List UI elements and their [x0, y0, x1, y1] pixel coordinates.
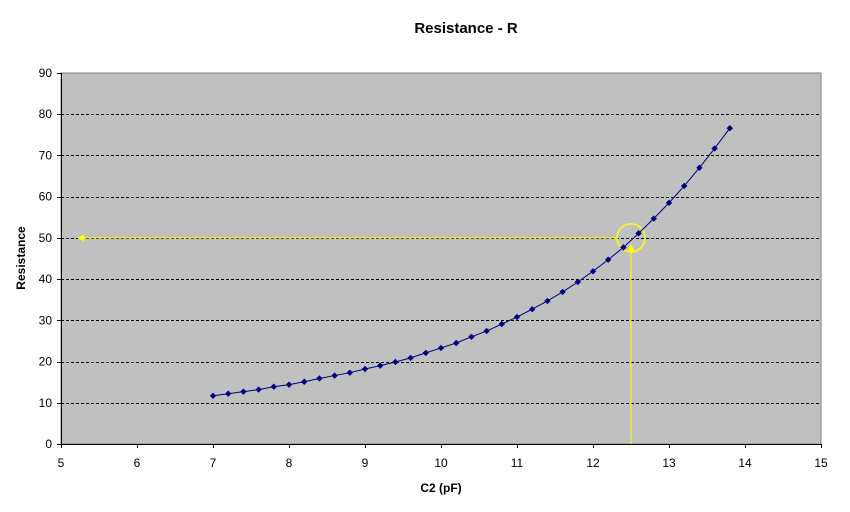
- data-point: [726, 125, 733, 132]
- data-point: [529, 306, 536, 313]
- y-tick-label: 50: [39, 231, 53, 245]
- x-tick-label: 9: [362, 456, 369, 470]
- data-point: [209, 392, 217, 399]
- y-tick-label: 10: [39, 396, 53, 410]
- x-tick-label: 8: [286, 456, 293, 470]
- data-point: [589, 268, 597, 275]
- y-tick-label: 80: [39, 107, 53, 121]
- plot-area: [60, 72, 822, 445]
- data-point: [498, 320, 505, 328]
- data-point: [483, 327, 490, 335]
- annotation: [77, 223, 646, 444]
- chart-title: Resistance - R: [414, 20, 518, 37]
- data-point: [392, 358, 399, 366]
- y-axis-label: Resistance: [14, 226, 28, 290]
- x-axis-label: C2 (pF): [420, 481, 461, 495]
- data-point: [346, 369, 353, 376]
- data-point: [453, 339, 460, 347]
- data-point: [544, 297, 551, 305]
- x-tick-label: 6: [134, 456, 141, 470]
- x-tick-label: 13: [662, 456, 676, 470]
- data-point: [437, 344, 445, 352]
- annotation-circle: [616, 223, 646, 253]
- y-tick-label: 60: [39, 190, 53, 204]
- x-tick-label: 11: [511, 456, 524, 470]
- data-point: [513, 313, 521, 321]
- data-point: [574, 278, 581, 286]
- data-point: [240, 388, 247, 395]
- data-point: [331, 372, 338, 379]
- x-tick-label: 5: [58, 456, 65, 470]
- x-tick-label: 12: [586, 456, 600, 470]
- data-point: [559, 288, 566, 296]
- data-point: [620, 244, 627, 251]
- annotation-up-arrowhead: [627, 243, 635, 251]
- x-axis-ticks: 5 6 7 8 9 10 11 12 13 14 15: [58, 444, 828, 470]
- data-point: [407, 354, 414, 362]
- data-point: [270, 383, 277, 390]
- x-tick-label: 14: [738, 456, 752, 470]
- data-point: [285, 381, 293, 388]
- y-axis-ticks: 0 10 20 30 40 50 60 70 80 90: [39, 66, 61, 451]
- data-point: [225, 390, 232, 397]
- y-tick-label: 20: [39, 355, 53, 369]
- data-point: [422, 349, 429, 357]
- data-point: [711, 145, 718, 152]
- data-point: [316, 375, 323, 382]
- data-point: [681, 182, 688, 190]
- y-tick-label: 90: [39, 66, 53, 80]
- y-tick-label: 30: [39, 313, 53, 327]
- data-point: [377, 362, 384, 369]
- data-point: [696, 164, 703, 172]
- data-point: [605, 256, 612, 263]
- data-point: [635, 230, 642, 237]
- data-point: [361, 365, 369, 373]
- y-tick-label: 70: [39, 148, 53, 162]
- y-tick-label: 40: [39, 272, 53, 286]
- data-point: [301, 378, 308, 385]
- data-point: [255, 386, 262, 393]
- data-point: [665, 199, 673, 207]
- y-tick-label: 0: [45, 437, 52, 451]
- series: [209, 125, 733, 399]
- data-point: [468, 333, 475, 341]
- x-tick-label: 15: [814, 456, 828, 470]
- x-tick-label: 7: [210, 456, 217, 470]
- annotation-left-arrowhead: [77, 234, 84, 242]
- x-tick-label: 10: [434, 456, 448, 470]
- data-point: [650, 215, 657, 222]
- gridlines: [61, 114, 821, 404]
